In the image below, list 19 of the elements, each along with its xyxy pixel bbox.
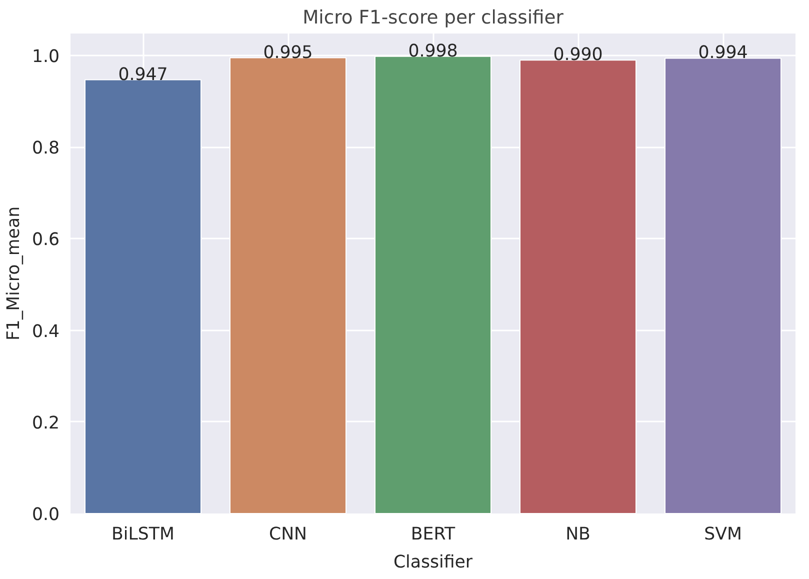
y-tick-label: 0.4 xyxy=(32,322,60,342)
y-axis-title: F1_Micro_mean xyxy=(4,206,24,341)
data-label: 0.947 xyxy=(118,64,168,85)
x-tick-label: NB xyxy=(566,524,590,544)
x-axis-title: Classifier xyxy=(393,552,474,572)
y-tick-label: 1.0 xyxy=(32,46,60,67)
x-tick-label: BERT xyxy=(410,524,456,544)
y-tick-label: 0.6 xyxy=(32,230,60,250)
y-tick-label: 0.8 xyxy=(32,138,60,159)
data-label: 0.990 xyxy=(553,45,603,66)
x-tick-label: CNN xyxy=(268,524,308,544)
x-tick-label: SVM xyxy=(704,524,742,544)
data-label: 0.995 xyxy=(263,42,313,63)
chart-title: Micro F1-score per classifier xyxy=(302,8,564,28)
data-label: 0.998 xyxy=(408,41,458,62)
y-tick-label: 0.0 xyxy=(32,505,60,525)
y-tick-label: 0.2 xyxy=(32,413,60,434)
x-tick-label: BiLSTM xyxy=(112,524,174,544)
data-label: 0.994 xyxy=(698,43,748,64)
